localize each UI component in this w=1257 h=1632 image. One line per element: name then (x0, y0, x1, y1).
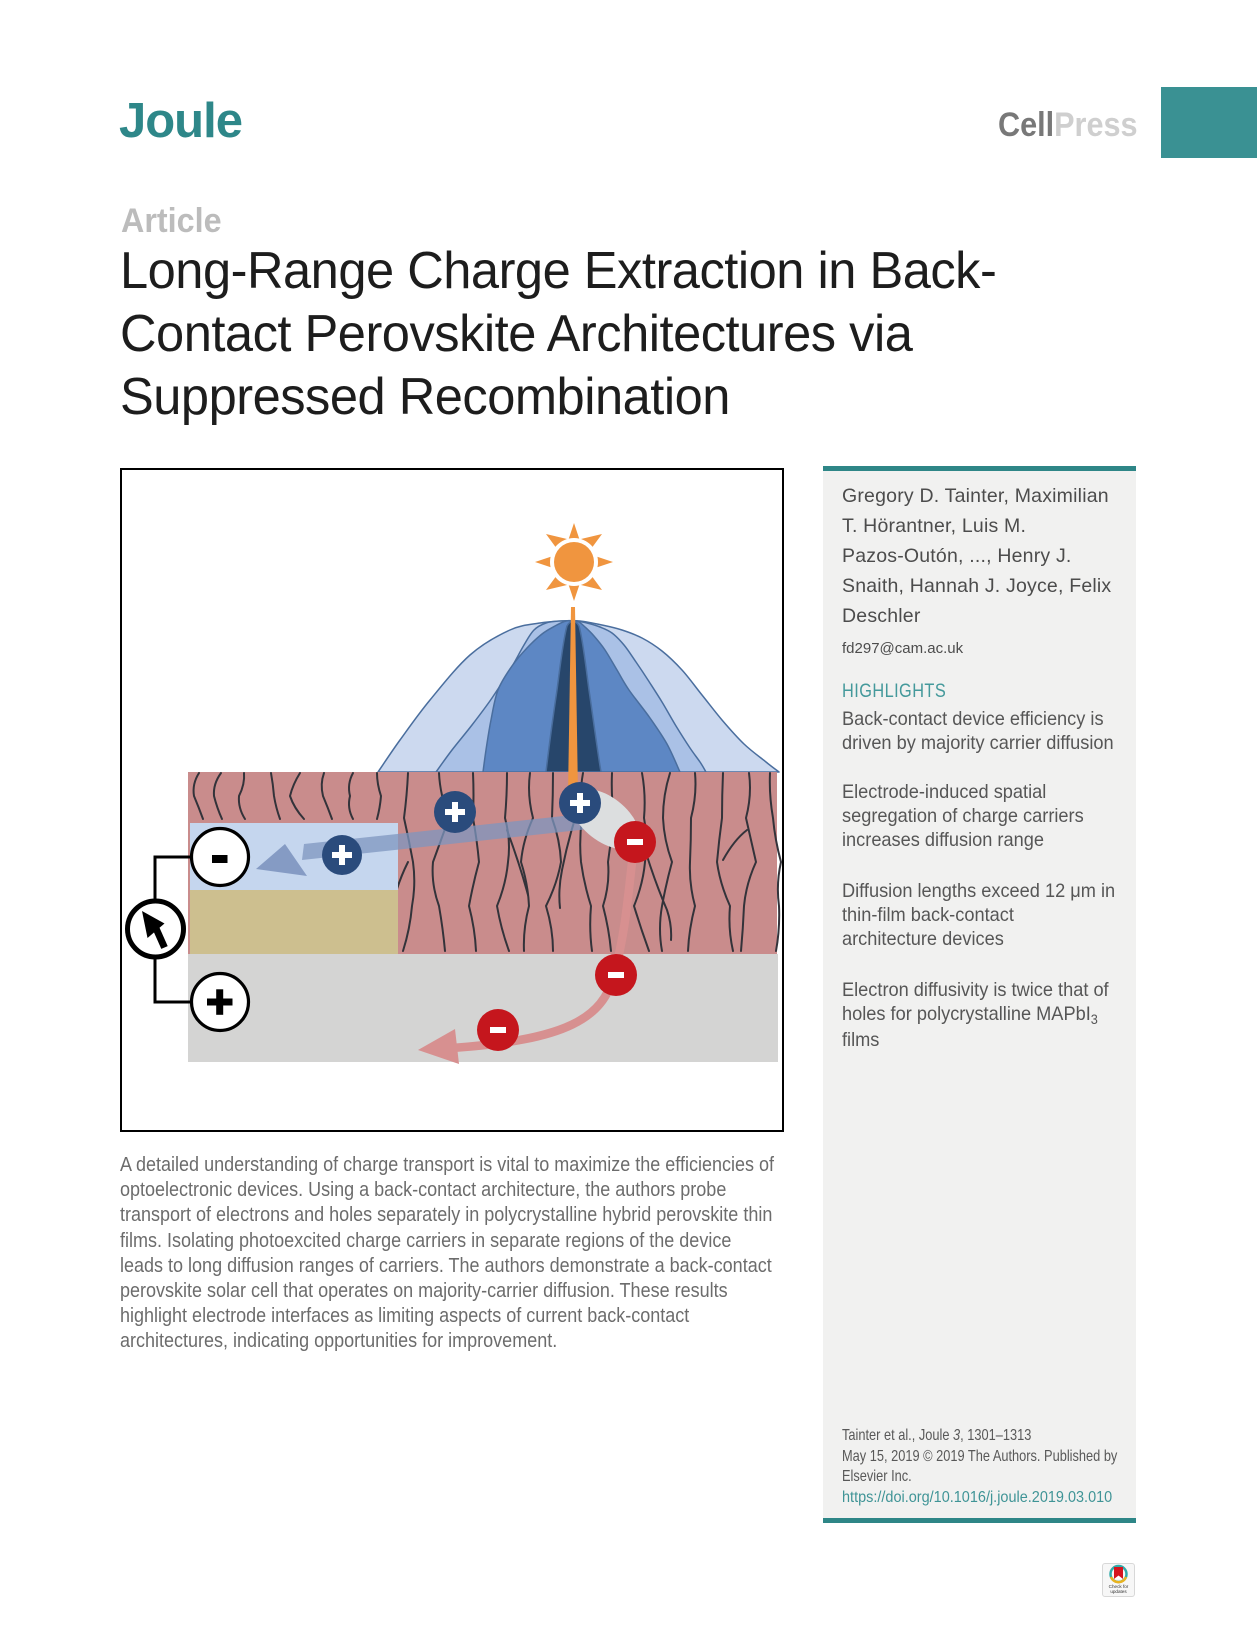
svg-text:Check for: Check for (1109, 1584, 1129, 1589)
svg-text:updates: updates (1110, 1589, 1127, 1594)
